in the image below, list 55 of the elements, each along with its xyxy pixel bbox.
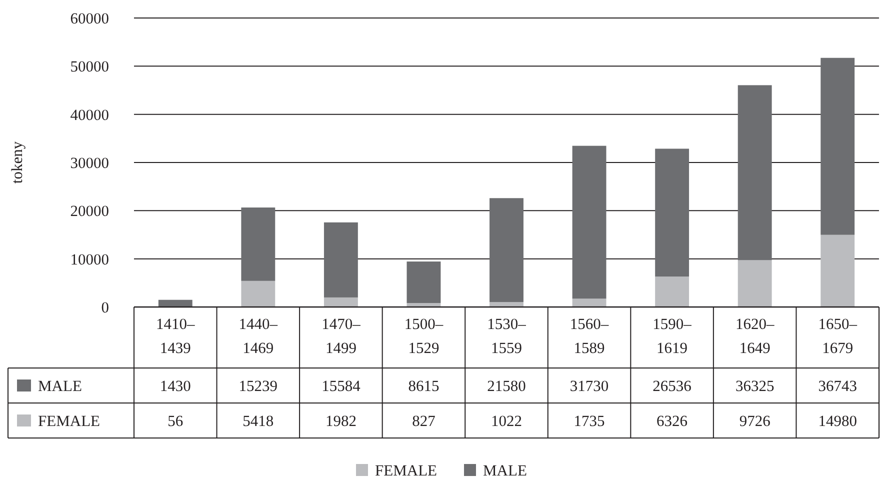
bar xyxy=(490,198,524,302)
bar xyxy=(655,148,690,277)
data-label: 15239 xyxy=(238,378,278,395)
x-tick-label: 1560–1589 xyxy=(570,316,609,357)
bar xyxy=(324,297,358,307)
y-tick-label: 40000 xyxy=(70,106,110,124)
x-tick-label: 1620–1649 xyxy=(735,316,774,357)
data-label: 36325 xyxy=(735,378,774,395)
x-tick-label: 1500–1529 xyxy=(404,316,444,357)
y-tick-label: 60000 xyxy=(70,10,110,28)
x-tick-label: 1530–1559 xyxy=(487,316,526,357)
data-label: 1982 xyxy=(325,412,356,430)
y-tick-label: 50000 xyxy=(70,58,110,76)
bar xyxy=(572,298,606,307)
bar xyxy=(655,276,690,307)
bar xyxy=(241,280,276,307)
x-tick-label: 1470–1499 xyxy=(322,316,361,357)
data-label: 827 xyxy=(412,412,436,430)
text: FEMALE xyxy=(375,462,437,480)
x-tick-label: 1590–1619 xyxy=(652,316,692,357)
data-label: 1022 xyxy=(491,412,522,430)
data-label: 31730 xyxy=(570,378,609,395)
y-tick-label: 20000 xyxy=(70,203,110,220)
legend-label: FEMALE xyxy=(38,412,100,430)
bar xyxy=(738,260,772,307)
y-tick-label: 30000 xyxy=(70,154,110,172)
data-label: 26536 xyxy=(652,378,692,395)
text: MALE xyxy=(483,462,527,480)
bar xyxy=(241,208,276,281)
data-label: 15584 xyxy=(322,378,361,395)
x-tick-label: 1440–1469 xyxy=(238,316,278,357)
data-label: 1430 xyxy=(160,378,192,395)
bar xyxy=(490,302,524,307)
bar xyxy=(820,58,855,235)
y-tick-label: 10000 xyxy=(70,251,110,268)
data-label: 5418 xyxy=(242,412,274,430)
data-label: 8615 xyxy=(408,378,440,395)
y-tick-label: 0 xyxy=(101,299,110,316)
bar xyxy=(324,222,358,298)
bar xyxy=(572,146,606,299)
bar xyxy=(406,262,441,304)
x-tick-label: 1410–1439 xyxy=(156,316,196,357)
data-label: 6326 xyxy=(656,412,688,430)
data-label: 14980 xyxy=(818,412,858,430)
data-label: 9726 xyxy=(739,412,771,430)
bar xyxy=(738,85,772,260)
data-label: 36743 xyxy=(818,378,858,395)
bar xyxy=(820,234,855,307)
legend-label: MALE xyxy=(38,378,82,395)
data-label: 1735 xyxy=(574,412,606,430)
data-label: 21580 xyxy=(487,378,526,395)
data-label: 56 xyxy=(168,412,184,430)
x-tick-label: 1650–1679 xyxy=(818,316,858,357)
bar xyxy=(158,300,192,307)
y-axis-title: tokeny xyxy=(9,141,26,184)
